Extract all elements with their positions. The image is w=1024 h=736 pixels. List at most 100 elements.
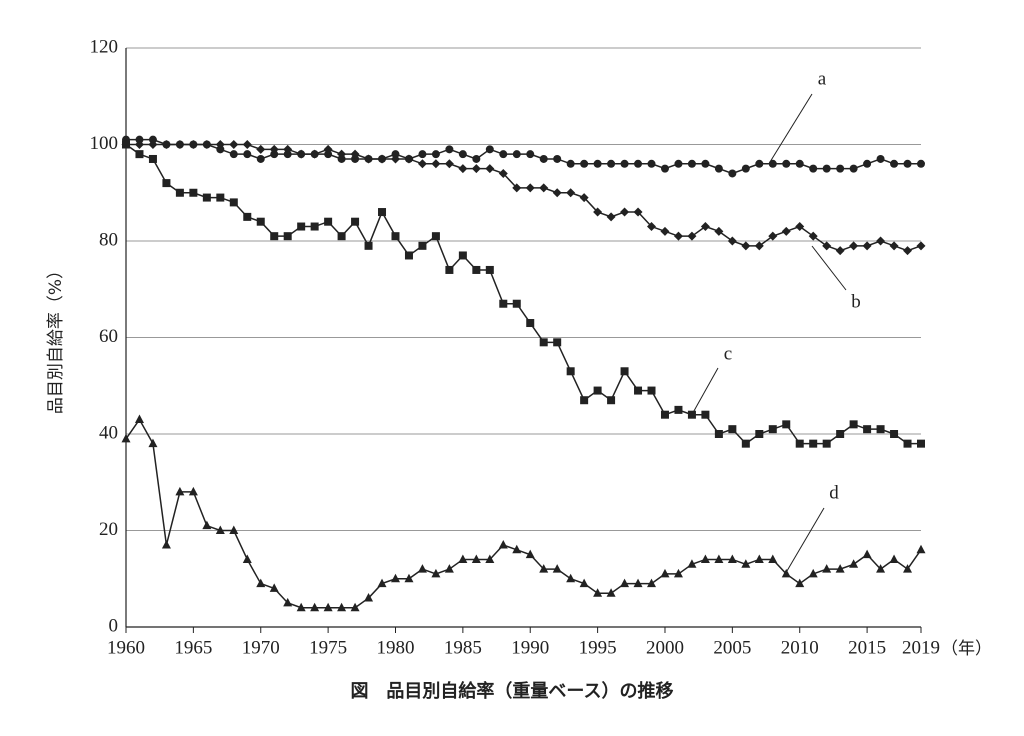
marker — [269, 144, 279, 154]
marker — [337, 232, 346, 241]
marker — [229, 525, 239, 534]
marker — [863, 159, 872, 168]
marker — [337, 149, 347, 159]
marker — [539, 564, 549, 573]
marker — [606, 212, 616, 222]
y-tick-label: 120 — [90, 36, 119, 57]
marker — [337, 602, 347, 612]
marker — [229, 150, 238, 159]
y-tick-label: 60 — [99, 326, 118, 347]
marker — [134, 414, 144, 424]
marker — [391, 232, 400, 241]
series-label: b — [851, 291, 861, 312]
marker — [472, 265, 481, 274]
marker — [378, 208, 387, 217]
marker — [673, 568, 683, 578]
marker — [269, 583, 279, 592]
marker — [580, 159, 589, 168]
marker — [512, 544, 522, 554]
marker — [620, 578, 630, 588]
marker — [445, 265, 454, 274]
marker — [808, 231, 818, 241]
marker — [351, 154, 360, 163]
marker — [161, 140, 171, 149]
series-line — [125, 143, 921, 445]
marker — [377, 578, 387, 588]
chart-title: 図 品目別自給率（重量ベース）の推移 — [350, 680, 673, 702]
marker — [795, 439, 804, 448]
marker — [175, 486, 185, 496]
marker — [754, 241, 764, 251]
marker — [754, 554, 764, 563]
marker — [660, 568, 670, 578]
marker — [498, 539, 508, 549]
x-tick-label: 1975 — [309, 637, 347, 658]
marker — [323, 602, 333, 612]
marker — [836, 430, 845, 438]
marker — [471, 164, 481, 174]
marker — [270, 232, 279, 241]
marker — [660, 164, 669, 173]
marker — [593, 207, 603, 217]
marker — [795, 159, 804, 168]
marker — [418, 241, 427, 250]
marker — [768, 425, 777, 434]
x-tick-label: 2015 — [848, 637, 886, 658]
marker — [647, 159, 656, 168]
marker — [620, 367, 629, 376]
marker — [903, 159, 912, 168]
marker — [876, 425, 885, 434]
marker — [391, 150, 400, 159]
marker — [135, 150, 144, 159]
marker — [512, 150, 521, 159]
marker — [714, 554, 724, 563]
x-tick-label: 1970 — [242, 637, 280, 658]
marker — [364, 241, 373, 250]
marker — [822, 439, 831, 448]
marker — [835, 564, 845, 573]
marker — [903, 439, 912, 448]
marker — [741, 559, 751, 568]
marker — [903, 564, 913, 573]
marker — [876, 564, 886, 573]
marker — [755, 430, 764, 438]
y-tick-label: 0 — [109, 615, 119, 636]
marker — [243, 212, 252, 221]
marker — [175, 140, 185, 149]
marker — [687, 231, 697, 241]
marker — [836, 164, 845, 173]
marker — [324, 217, 333, 226]
marker — [445, 145, 454, 154]
marker — [701, 410, 710, 419]
y-axis-label: 品目別自給率（%） — [46, 262, 66, 414]
marker — [809, 164, 818, 173]
marker — [768, 554, 778, 563]
y-tick-label: 100 — [90, 133, 119, 154]
marker — [687, 559, 697, 568]
marker — [728, 169, 737, 178]
marker — [863, 425, 872, 434]
marker — [741, 164, 750, 173]
marker — [674, 405, 683, 414]
marker — [283, 144, 293, 154]
marker — [350, 149, 360, 159]
series-label: c — [724, 343, 732, 364]
marker — [916, 544, 926, 554]
marker — [782, 159, 791, 168]
marker — [458, 554, 468, 563]
marker — [634, 386, 643, 395]
marker — [553, 338, 562, 347]
marker — [741, 439, 750, 448]
marker — [795, 222, 805, 232]
leader-line — [783, 507, 825, 577]
marker — [835, 246, 845, 256]
marker — [903, 246, 913, 256]
marker — [889, 241, 899, 251]
marker — [148, 438, 158, 448]
marker — [768, 159, 777, 168]
marker — [499, 150, 508, 159]
marker — [674, 159, 683, 168]
marker — [634, 159, 643, 168]
x-tick-label: 1965 — [174, 637, 212, 658]
marker — [700, 554, 710, 563]
